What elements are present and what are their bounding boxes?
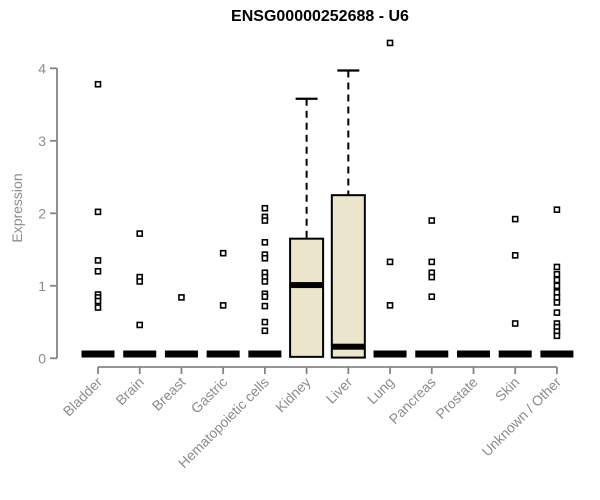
outlier-point <box>261 254 269 262</box>
y-tick-label: 4 <box>38 60 46 76</box>
outlier-point <box>553 270 561 278</box>
outlier-point <box>94 297 102 305</box>
outlier-point <box>94 304 102 311</box>
outlier-point <box>94 267 102 275</box>
outlier-point <box>511 320 519 327</box>
outlier-point <box>511 252 519 259</box>
iqr-box <box>289 237 325 358</box>
outlier-point <box>386 258 394 266</box>
y-tick-label: 3 <box>38 133 46 149</box>
chart-title: ENSG00000252688 - U6 <box>231 8 409 25</box>
zero-boxplot-bar <box>81 350 115 358</box>
y-tick-label: 0 <box>38 350 46 366</box>
outlier-point <box>553 294 561 301</box>
outlier-point <box>136 278 144 285</box>
outlier-point <box>261 204 269 212</box>
zero-boxplot-bar <box>456 350 490 358</box>
y-axis-title: Expression <box>9 173 25 243</box>
x-tick-label: Liver <box>323 374 356 407</box>
outlier-point <box>553 263 561 271</box>
outlier-point <box>219 249 227 257</box>
zero-boxplot-bar <box>123 350 157 358</box>
outlier-point <box>261 327 269 335</box>
zero-boxplot-bar <box>206 350 240 358</box>
outlier-point <box>553 299 561 306</box>
outlier-point <box>386 39 394 47</box>
outlier-point <box>553 332 561 340</box>
outlier-point <box>136 321 144 329</box>
x-tick-label: Skin <box>492 374 523 405</box>
x-tick-label: Prostate <box>432 374 480 422</box>
x-tick-label: Unknown / Other <box>478 374 564 460</box>
x-tick-label: Breast <box>149 374 189 414</box>
zero-boxplot-bar <box>373 350 407 358</box>
outlier-point <box>261 318 269 326</box>
outlier-point <box>428 217 436 224</box>
outlier-point <box>553 289 561 296</box>
outlier-point <box>94 80 102 88</box>
outlier-point <box>511 215 519 223</box>
outlier-point <box>261 302 269 310</box>
zero-boxplot-bar <box>415 350 449 358</box>
x-tick-label: Brain <box>112 374 146 408</box>
outlier-point <box>261 293 269 300</box>
median-line <box>290 282 324 289</box>
outlier-point <box>553 276 561 284</box>
outlier-point <box>261 278 269 285</box>
outlier-point <box>178 294 185 301</box>
outlier-point <box>553 206 561 213</box>
median-line <box>331 343 365 350</box>
x-tick-label: Lung <box>364 374 397 407</box>
outlier-point <box>386 302 394 309</box>
outlier-point <box>261 217 269 224</box>
y-tick-label: 1 <box>38 278 46 294</box>
zero-boxplot-bar <box>248 350 282 358</box>
outlier-point <box>553 309 561 316</box>
y-tick-label: 2 <box>38 205 46 221</box>
outlier-point <box>219 302 227 309</box>
x-tick-label: Kidney <box>272 374 314 416</box>
outlier-point <box>553 282 561 290</box>
outlier-point <box>94 208 102 216</box>
zero-boxplot-bar <box>498 350 532 358</box>
outlier-point <box>94 257 102 264</box>
iqr-box <box>330 194 366 359</box>
x-tick-label: Bladder <box>60 374 106 420</box>
outlier-point <box>428 258 436 266</box>
outlier-point <box>261 239 269 246</box>
zero-boxplot-bar <box>540 350 574 358</box>
outlier-point <box>428 293 436 300</box>
zero-boxplot-bar <box>164 350 198 358</box>
outlier-point <box>136 230 144 237</box>
outlier-point <box>428 273 436 281</box>
